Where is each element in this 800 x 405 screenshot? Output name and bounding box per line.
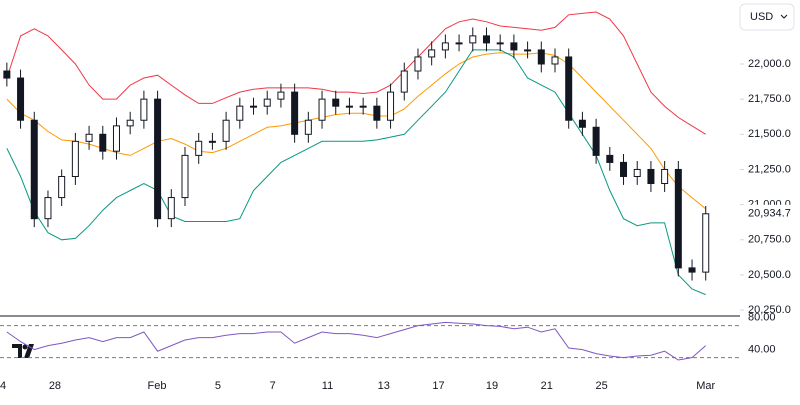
- candle-body: [414, 56, 422, 72]
- candle-body: [181, 154, 189, 199]
- bollinger-lower: [6, 49, 706, 296]
- y-tick-label: 20,500.0: [748, 269, 791, 281]
- candle-body: [58, 175, 66, 199]
- candle-body: [482, 35, 490, 44]
- y-tick-label: 20,750.0: [748, 234, 791, 246]
- y-tick-label: 20,250.0: [748, 304, 791, 316]
- candle-body: [236, 105, 244, 121]
- candle-body: [469, 35, 477, 44]
- x-tick-label: 28: [49, 380, 61, 392]
- rsi-tick-label: 40.00: [748, 344, 776, 356]
- candle-body: [250, 105, 258, 108]
- candle-body: [592, 126, 600, 156]
- last-price-box: [742, 204, 800, 223]
- x-tick-label: 7: [270, 380, 276, 392]
- candle-body: [345, 105, 353, 108]
- rsi-tick-label: 80.00: [748, 312, 776, 324]
- candle-body: [208, 140, 216, 143]
- last-price-label: 20,934.7: [748, 208, 791, 220]
- candle-body: [606, 154, 614, 163]
- rsi-line: [6, 321, 707, 361]
- candle-body: [578, 119, 586, 128]
- candle-body: [263, 98, 271, 107]
- x-tick-label: 11: [322, 380, 333, 392]
- dropdown-arrow: [780, 14, 788, 19]
- x-tick-label: Mar: [696, 380, 715, 392]
- y-tick-label: 21,500.0: [748, 128, 791, 140]
- candle-body: [291, 91, 299, 135]
- tv-logo: [12, 344, 34, 358]
- candle-body: [455, 42, 463, 45]
- candle-body: [524, 49, 532, 52]
- x-tick-label: 19: [486, 380, 498, 392]
- candle-body: [195, 140, 203, 156]
- candle-body: [441, 42, 449, 51]
- candle-body: [3, 70, 11, 79]
- candle-body: [112, 125, 120, 152]
- currency-button[interactable]: [739, 3, 795, 31]
- candle-body: [647, 168, 655, 185]
- x-tick-label: 21: [541, 380, 553, 392]
- y-tick-label: 22,000.0: [748, 58, 791, 70]
- currency-label[interactable]: USD: [750, 11, 773, 23]
- candle-body: [332, 98, 340, 107]
- candle-body: [661, 168, 669, 185]
- candle-body: [99, 133, 107, 152]
- candle-body: [44, 197, 52, 220]
- y-tick-label: 21,750.0: [748, 93, 791, 105]
- candle-body: [510, 42, 518, 51]
- candle-body: [428, 49, 436, 58]
- candle-body: [359, 105, 367, 108]
- candle-body: [496, 42, 504, 45]
- candle-body: [85, 133, 93, 142]
- candle-body: [400, 70, 408, 93]
- x-tick-label: 25: [595, 380, 607, 392]
- x-tick-label: 17: [432, 380, 444, 392]
- candle-body: [551, 56, 559, 65]
- candle-body: [126, 119, 134, 127]
- candle-body: [387, 91, 395, 121]
- candle-body: [565, 56, 573, 121]
- candle-body: [277, 91, 285, 100]
- x-tick-label: 5: [215, 380, 221, 392]
- candle-body: [30, 119, 38, 220]
- candle-body: [702, 213, 710, 273]
- candle-body: [222, 119, 230, 142]
- candle-body: [17, 77, 25, 121]
- candle-body: [154, 98, 162, 220]
- x-tick-label: 4: [0, 380, 6, 392]
- candle-body: [140, 98, 148, 121]
- candle-body: [620, 161, 628, 177]
- y-tick-label: 21,250.0: [748, 163, 791, 175]
- candle-body: [537, 49, 545, 65]
- candle-body: [688, 267, 696, 273]
- candle-body: [71, 140, 79, 177]
- candle-body: [318, 98, 326, 121]
- candle-body: [167, 197, 175, 220]
- x-tick-label: Feb: [148, 380, 167, 392]
- candle-body: [674, 168, 682, 269]
- candle-body: [633, 168, 641, 177]
- bollinger-middle: [6, 52, 707, 210]
- x-tick-label: 13: [378, 380, 390, 392]
- bollinger-upper: [6, 11, 706, 135]
- candle-body: [373, 105, 381, 121]
- candle-body: [304, 119, 312, 135]
